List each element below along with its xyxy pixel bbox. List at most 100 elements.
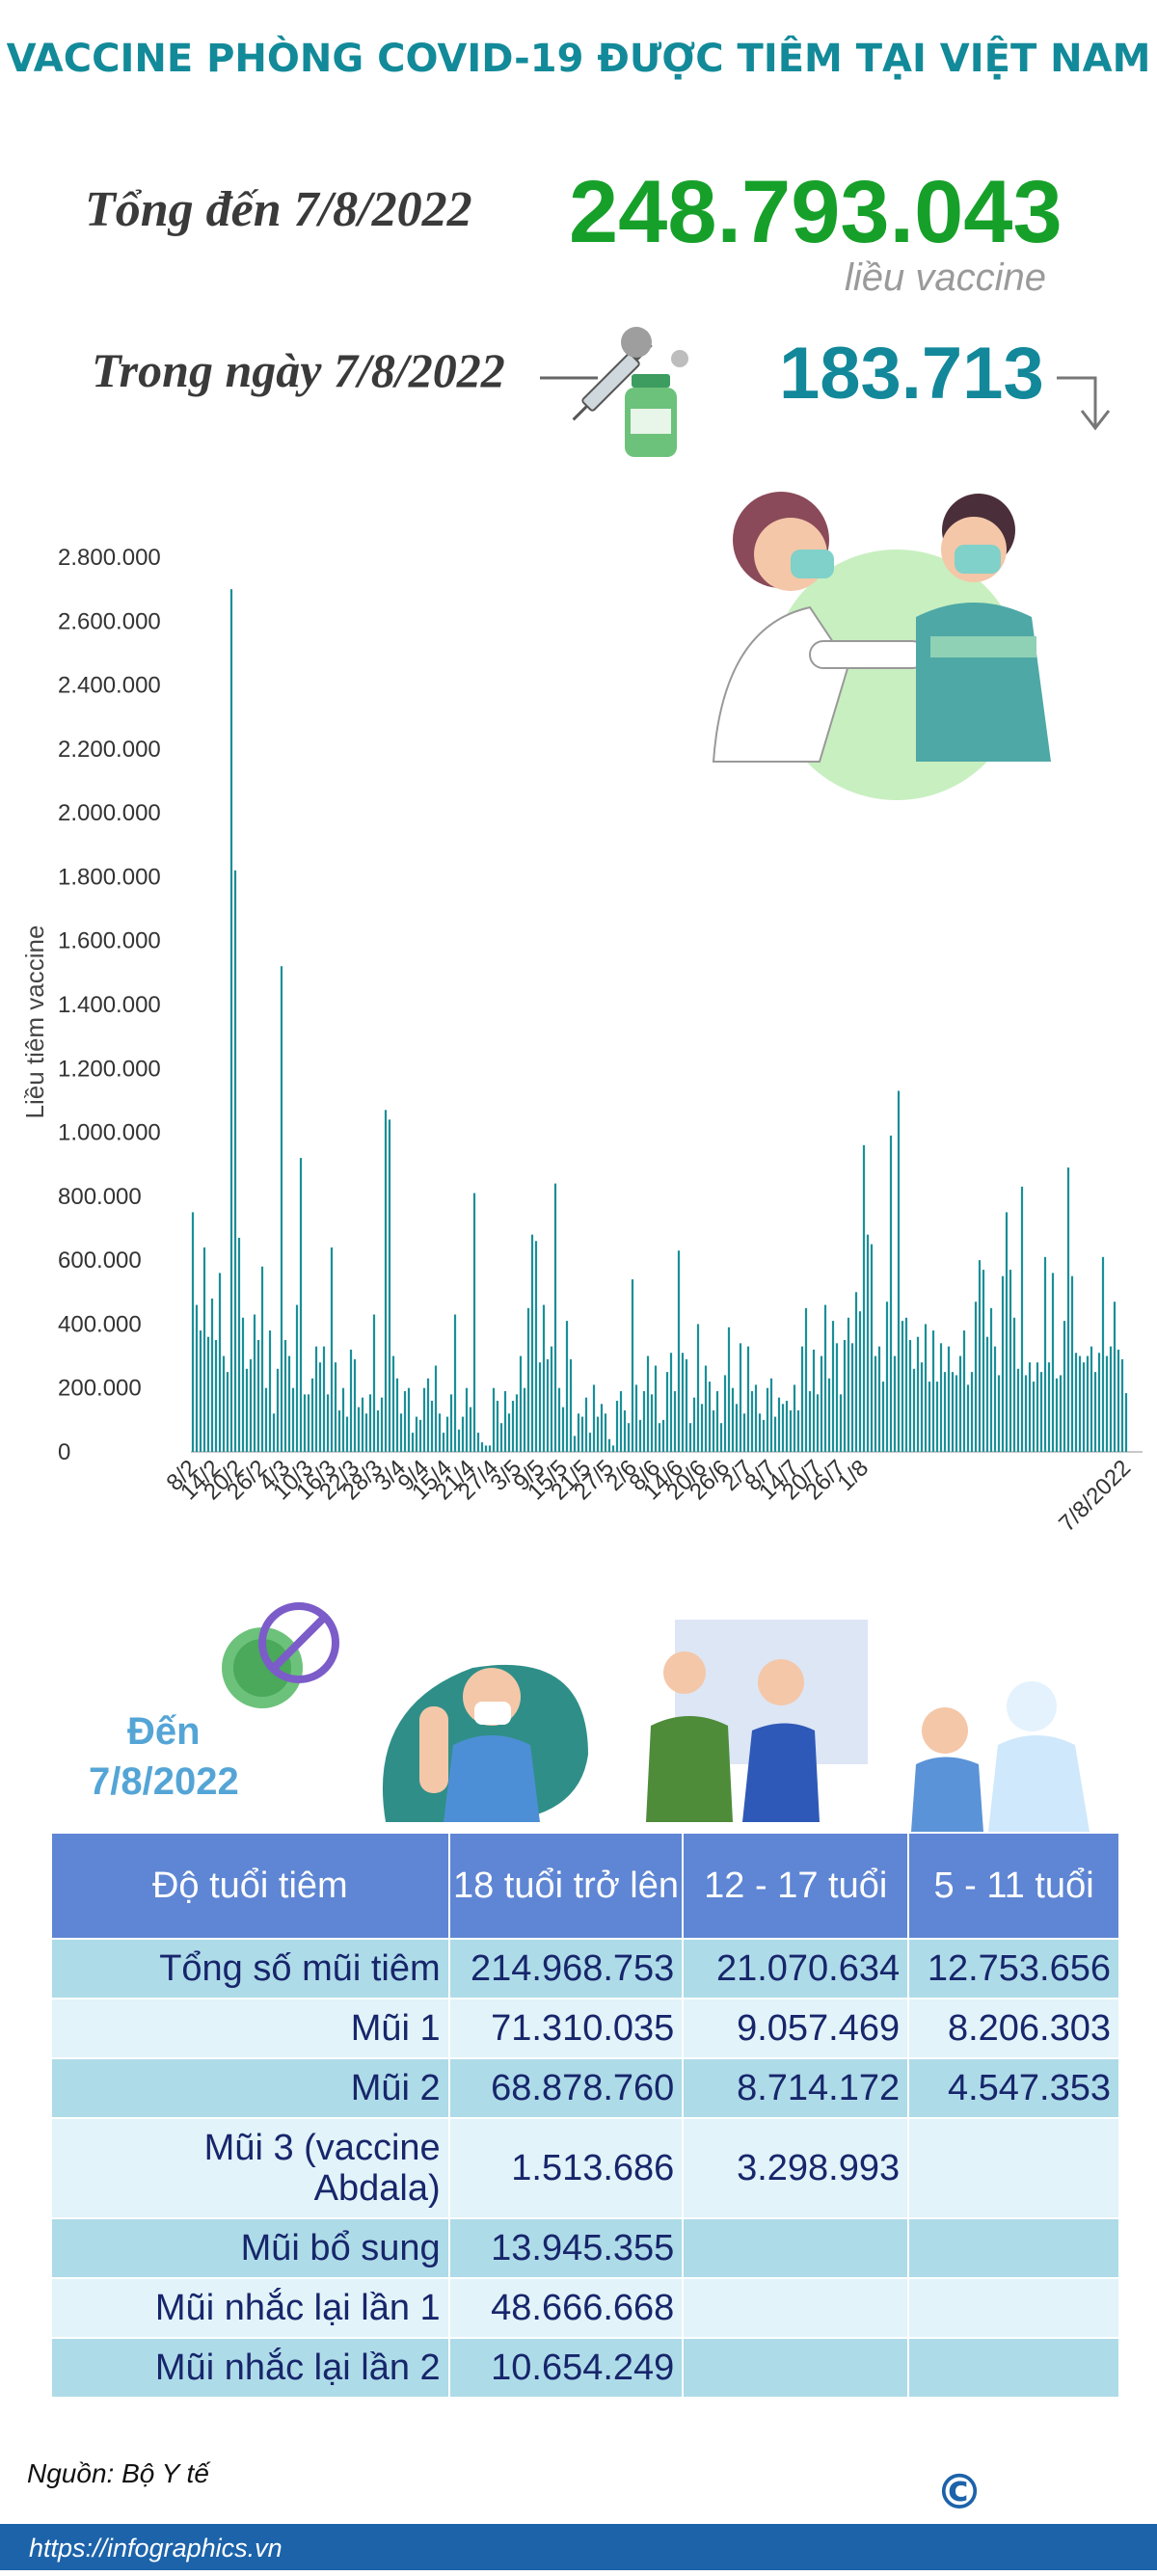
- bar: [380, 1397, 384, 1452]
- bar: [881, 1382, 885, 1452]
- footer-bar: [0, 2524, 1157, 2570]
- y-tick-label: 2.000.000: [58, 800, 161, 826]
- bar: [499, 1423, 503, 1452]
- row-label: Mũi 3 (vaccine Abdala): [50, 2117, 450, 2219]
- bar: [912, 1368, 916, 1452]
- bar: [191, 1212, 195, 1452]
- bar: [307, 1394, 310, 1452]
- bar: [843, 1340, 847, 1452]
- bar: [889, 1135, 893, 1452]
- bar: [692, 1397, 696, 1452]
- bar: [715, 1391, 719, 1452]
- bar: [989, 1307, 993, 1452]
- bar: [1039, 1372, 1043, 1452]
- bar: [607, 1438, 611, 1452]
- bar: [542, 1304, 546, 1452]
- bar: [249, 1358, 253, 1452]
- bar: [847, 1317, 850, 1452]
- bar: [935, 1382, 939, 1452]
- bar: [507, 1413, 511, 1452]
- bar: [1055, 1378, 1059, 1452]
- bar: [735, 1404, 739, 1452]
- bar: [253, 1314, 256, 1452]
- bar: [523, 1387, 526, 1452]
- bar: [476, 1433, 480, 1452]
- bar: [264, 1387, 268, 1452]
- bar: [982, 1270, 985, 1452]
- bar: [634, 1384, 638, 1452]
- cell-18plus: 214.968.753: [447, 1938, 685, 1999]
- bar: [777, 1397, 781, 1452]
- bar: [650, 1394, 654, 1452]
- header-18plus: 18 tuổi trở lên: [447, 1832, 685, 1940]
- bar: [345, 1416, 349, 1452]
- bar: [291, 1387, 295, 1452]
- table-row: Tổng số mũi tiêm 214.968.753 21.070.634 …: [50, 1938, 1120, 1999]
- bar: [1101, 1256, 1105, 1452]
- bar: [303, 1394, 307, 1452]
- table-row: Mũi nhắc lại lần 1 48.666.668: [50, 2277, 1120, 2339]
- bar: [295, 1304, 299, 1452]
- cell-12-17: 3.298.993: [682, 2117, 910, 2219]
- bar: [577, 1413, 580, 1452]
- bar: [947, 1346, 951, 1452]
- bar: [762, 1419, 766, 1452]
- syringe-vial-icon: [540, 327, 688, 457]
- bar: [503, 1391, 507, 1452]
- bar: [1086, 1355, 1090, 1452]
- bar: [334, 1362, 337, 1452]
- bar: [839, 1394, 843, 1452]
- bar: [719, 1423, 723, 1452]
- bar: [403, 1391, 407, 1452]
- bar: [731, 1387, 735, 1452]
- bar: [1009, 1270, 1012, 1452]
- bar: [939, 1343, 943, 1452]
- y-tick-label: 400.000: [58, 1311, 142, 1337]
- bar: [1120, 1358, 1124, 1452]
- bar: [245, 1368, 249, 1452]
- bar: [226, 1372, 229, 1452]
- bar: [1047, 1362, 1051, 1452]
- child-illustration: [911, 1681, 1090, 1832]
- y-tick-label: 0: [58, 1439, 70, 1465]
- bar: [943, 1372, 947, 1452]
- bar: [395, 1378, 399, 1452]
- bar: [893, 1355, 897, 1452]
- bar: [750, 1391, 754, 1452]
- bar: [322, 1346, 326, 1452]
- bar: [727, 1327, 731, 1452]
- bar: [739, 1343, 742, 1452]
- row-label: Mũi nhắc lại lần 1: [50, 2277, 450, 2339]
- teen-illustration: [646, 1620, 868, 1822]
- bar: [877, 1346, 881, 1452]
- bar: [850, 1343, 854, 1452]
- bar: [430, 1400, 434, 1452]
- footer-link[interactable]: https://infographics.vn: [29, 2534, 283, 2563]
- bar: [511, 1400, 515, 1452]
- bar: [611, 1445, 615, 1452]
- bar: [785, 1400, 789, 1452]
- bar: [318, 1362, 322, 1452]
- bar: [388, 1119, 391, 1452]
- bar: [766, 1387, 769, 1452]
- total-unit: liều vaccine: [844, 256, 1046, 299]
- bar: [1036, 1362, 1039, 1452]
- bar: [233, 870, 237, 1452]
- bar: [461, 1416, 465, 1452]
- bar: [210, 1298, 214, 1452]
- bar: [642, 1391, 646, 1452]
- bar: [985, 1336, 989, 1452]
- bar: [415, 1416, 418, 1452]
- bar: [530, 1234, 534, 1452]
- virus-crossed-icon: [222, 1602, 339, 1708]
- bar: [1090, 1346, 1093, 1452]
- bar: [353, 1358, 357, 1452]
- bar: [357, 1407, 361, 1452]
- bar: [276, 1368, 280, 1452]
- y-tick-label: 1.600.000: [58, 928, 161, 954]
- bar: [442, 1433, 445, 1452]
- bar: [237, 1237, 241, 1452]
- bar: [1063, 1321, 1066, 1452]
- bar: [569, 1358, 573, 1452]
- bar: [631, 1279, 634, 1452]
